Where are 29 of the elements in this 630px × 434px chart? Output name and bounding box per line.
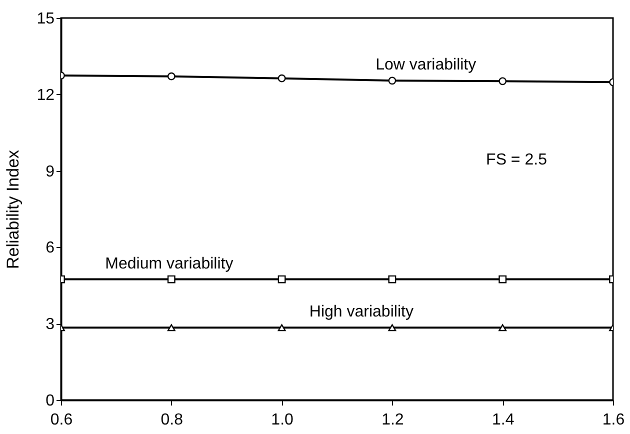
y-tick-label: 6 — [46, 240, 55, 257]
x-tick-label: 1.6 — [602, 412, 625, 428]
x-tick-label: 0.6 — [50, 412, 73, 428]
point — [167, 324, 176, 332]
point — [388, 76, 396, 85]
point — [278, 275, 286, 284]
point — [388, 275, 396, 284]
series-label: Medium variability — [105, 255, 234, 272]
y-axis-title: Reliability Index — [4, 149, 23, 270]
point — [498, 324, 507, 332]
y-tick-label: 15 — [36, 10, 55, 28]
x-tick-label: 1.2 — [382, 412, 404, 428]
point — [167, 275, 176, 284]
y-tick-label: 3 — [46, 316, 55, 334]
x-tick-label: 0.8 — [160, 412, 184, 428]
y-tick-label: 0 — [46, 392, 55, 410]
point — [498, 77, 507, 86]
y-tick-label: 9 — [46, 163, 55, 180]
point — [388, 324, 396, 332]
point — [278, 74, 286, 82]
series-label: Low variability — [376, 56, 476, 74]
point — [167, 72, 176, 80]
series-label: High variability — [309, 304, 414, 321]
point — [278, 324, 286, 332]
y-tick-label: 12 — [36, 86, 55, 104]
x-tick-label: 1.4 — [492, 412, 514, 428]
x-tick-label: 1.0 — [271, 412, 294, 428]
point — [498, 275, 507, 284]
annotation: FS = 2.5 — [486, 151, 548, 168]
